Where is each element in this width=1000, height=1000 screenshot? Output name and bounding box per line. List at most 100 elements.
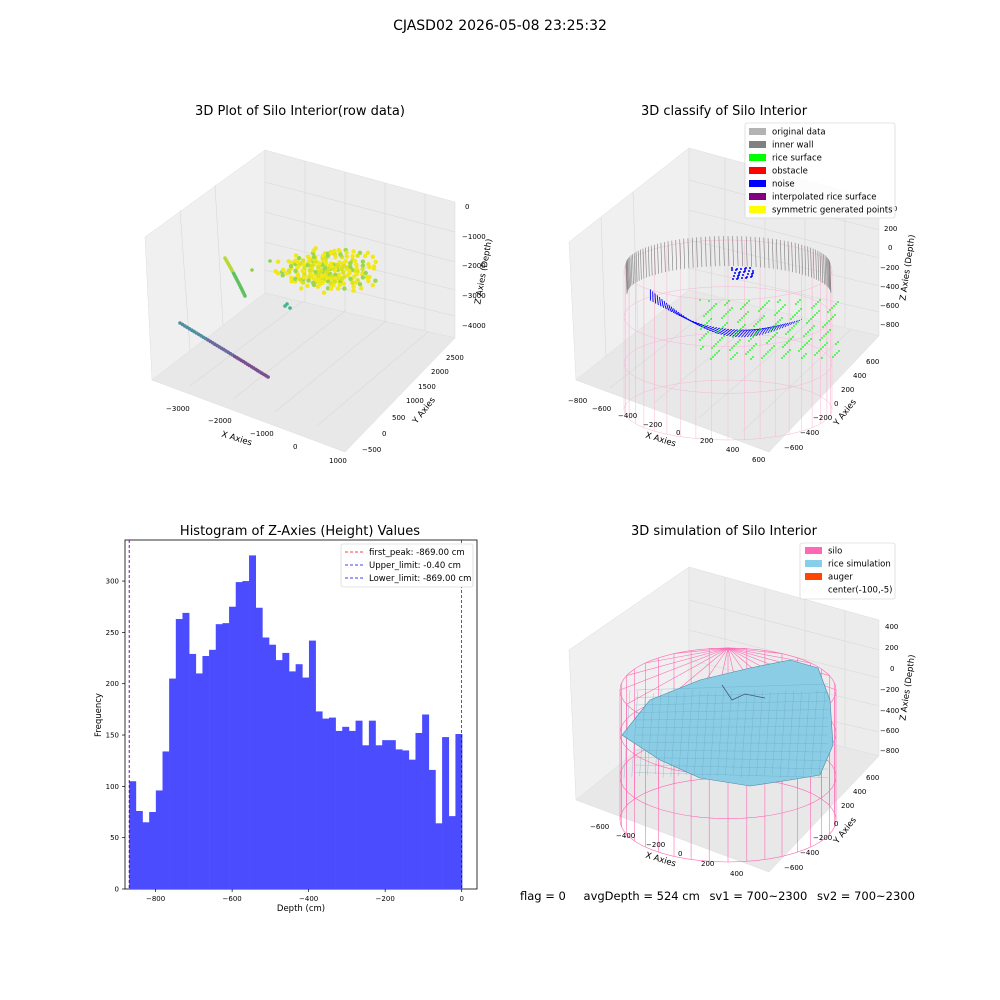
p1-point [351,249,356,254]
p2-rice-point [732,356,734,358]
p2-rice-point [733,345,735,347]
p2-wall-point [632,254,634,285]
p3-bar [242,581,250,889]
p4-ztick: −800 [880,747,899,755]
p1-point [354,271,359,277]
p1-point [355,253,360,258]
p3-bar [195,673,203,889]
p2-rice-point [747,351,749,353]
p2-wall-point [637,250,640,281]
p4-rice-surface [621,659,834,787]
p1-point [344,254,350,259]
p2-wall-point [650,245,653,276]
p1-point [353,280,358,285]
p2-ytick: −600 [784,444,803,452]
p2-legend-label: rice surface [772,154,822,164]
p2-rice-point [789,349,791,351]
p1-ytick: −500 [362,446,381,454]
p1-point [363,270,368,276]
p2-wall-point [767,238,770,269]
p1-point [351,284,356,289]
p3-ytick-label: 50 [110,834,119,842]
p2-rice-point [720,328,722,330]
p1-point [333,254,338,259]
silo-roof-spoke [645,647,729,664]
p2-wall-point [798,243,800,274]
p2-noise [649,294,781,333]
p1-point [370,283,375,288]
p1-point [335,262,340,268]
p2-rice-point [810,338,812,340]
p3-bars [129,555,463,889]
p1-point [354,262,359,267]
p2-rice-point [711,347,713,349]
p4-mesh-line [740,692,748,779]
p2-wall-point [807,246,810,277]
p3-bar [348,730,356,889]
status-sv1: sv1 = 700~2300 [709,889,808,903]
p2-rice-point [731,347,733,349]
p2-wall-point [750,236,753,267]
p2-rice-point [730,358,732,360]
p2-rice-point [768,340,770,342]
p2-rice-point [745,353,747,355]
p3-bar [308,640,316,889]
p1-point [289,275,294,281]
p2-wall-point [727,235,730,267]
p1-point [289,279,294,284]
p2-rice-point [789,329,791,331]
p3-bar [202,655,210,889]
p1-point [315,284,321,289]
p1-point [313,270,319,275]
p1-point [298,277,303,282]
p2-wall-point [779,239,782,271]
p1-point [275,271,281,276]
p2-rice-point [824,324,826,326]
p2-wall-point [664,242,666,273]
p2-wall-point [794,242,797,273]
p2-rice-point [769,329,771,331]
p3-bar [342,726,350,889]
p2-wall-point [801,244,804,275]
p3-ytick-label: 200 [106,680,119,688]
p4-ytick: 400 [853,788,866,796]
p4-mesh-line [639,691,646,777]
p3-ylabel: Frequency [94,693,104,737]
panel3-title: Histogram of Z-Axies (Height) Values [179,524,421,539]
p3-bar [215,624,223,889]
p2-xtick: −400 [618,412,637,420]
p2-rice-point [825,333,827,335]
p4-mesh-line [634,717,829,721]
p1-point [336,247,341,253]
p1-point [348,264,353,270]
p2-xtick: −800 [568,397,587,405]
p2-ztick: 0 [888,244,892,252]
p2-rice-point [774,334,776,336]
p2-rice-point [811,327,813,329]
p2-rice-point [700,328,702,330]
p4-mesh-line [717,689,724,777]
p3-bar [422,714,430,889]
p3-bar [288,671,296,889]
p1-point [341,281,346,286]
p1-point [366,278,371,284]
p1-ytick: 1500 [418,383,436,391]
silo-roof-spoke [727,647,783,654]
p2-wall-point [642,248,645,279]
p3-bar [282,652,290,889]
p2-ytick: −400 [800,429,819,437]
p2-rice-point [715,303,717,305]
p1-point [288,306,292,310]
p1-point [309,273,314,278]
p2-rice-point [752,356,754,358]
p2-ztick: −600 [880,302,899,310]
p2-rice-point [777,301,779,303]
p2-rice-point [716,352,718,354]
p2-wall-point [812,248,815,279]
p3-bar [448,816,456,889]
p2-rice-point [785,353,787,355]
p2-wall-point [709,236,712,267]
p2-rice-point [769,349,771,351]
panel1-3d-scatter: 0 −1000 −2000 −3000 −4000 Z Axies (Depth… [144,149,495,465]
p2-wall-point [825,256,828,287]
